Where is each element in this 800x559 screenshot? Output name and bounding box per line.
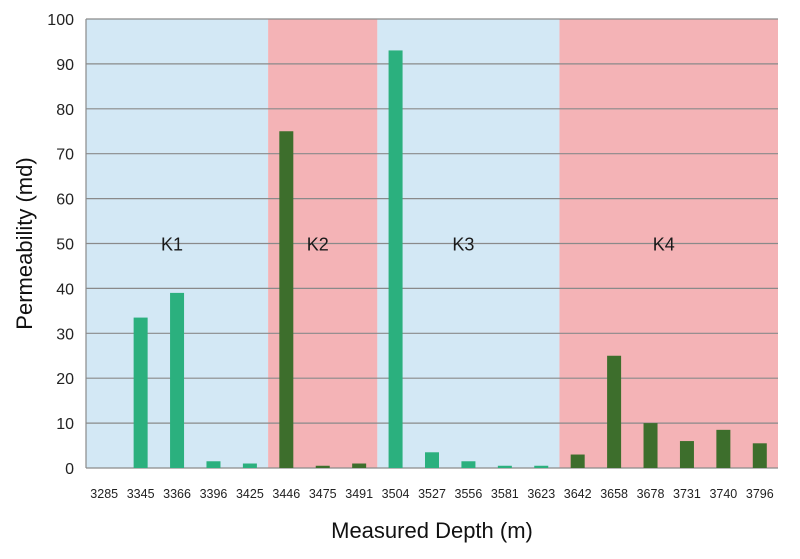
x-tick-label: 3642 — [564, 487, 592, 501]
y-tick-label: 60 — [56, 192, 74, 209]
x-tick-label: 3731 — [673, 487, 701, 501]
bar-3366 — [170, 292, 185, 468]
bar-3504 — [388, 50, 403, 469]
bar-3642 — [570, 454, 585, 468]
x-axis-title: Measured Depth (m) — [331, 518, 533, 543]
bar-3396 — [206, 461, 221, 468]
zone-k3-label: K3 — [452, 235, 474, 255]
zone-k2-label: K2 — [307, 235, 329, 255]
bar-3475 — [315, 465, 330, 468]
zone-k4-label: K4 — [653, 235, 675, 255]
bar-3345 — [133, 317, 148, 468]
x-tick-label: 3396 — [200, 487, 228, 501]
bar-3527 — [425, 452, 439, 468]
y-axis-title: Permeability (md) — [12, 157, 37, 329]
y-tick-label: 20 — [56, 371, 74, 388]
y-axis-ticks: 0 10 20 30 40 50 60 70 80 90 100 — [47, 12, 74, 478]
y-tick-label: 0 — [65, 461, 74, 478]
bar-3623 — [534, 465, 549, 468]
bar-3731 — [679, 441, 694, 468]
y-tick-label: 80 — [56, 102, 74, 119]
bars-layer — [133, 50, 767, 469]
zone-k1-label: K1 — [161, 235, 183, 255]
x-axis-ticks: 3285 3345 3366 3396 3425 3446 3475 3491 3504 3527… — [90, 487, 773, 501]
y-tick-label: 40 — [56, 281, 74, 298]
x-tick-label: 3623 — [527, 487, 555, 501]
x-tick-label: 3796 — [746, 487, 774, 501]
bar-3740 — [716, 429, 731, 468]
x-tick-label: 3740 — [709, 487, 737, 501]
bar-3446 — [279, 131, 294, 468]
bar-3425 — [242, 463, 257, 468]
x-tick-label: 3446 — [272, 487, 300, 501]
y-tick-label: 30 — [56, 326, 74, 343]
bar-3658 — [607, 355, 622, 468]
bar-3581 — [497, 465, 512, 468]
zone-labels-layer: K1 K2 K3 K4 — [161, 235, 675, 255]
x-tick-label: 3345 — [127, 487, 155, 501]
bar-3796 — [752, 443, 767, 468]
x-tick-label: 3678 — [637, 487, 665, 501]
bar-3556 — [461, 461, 476, 468]
x-tick-label: 3475 — [309, 487, 337, 501]
x-tick-label: 3491 — [345, 487, 373, 501]
y-tick-label: 90 — [56, 57, 74, 74]
x-tick-label: 3527 — [418, 487, 446, 501]
x-tick-label: 3556 — [455, 487, 483, 501]
y-tick-label: 50 — [56, 237, 74, 254]
x-tick-label: 3658 — [600, 487, 628, 501]
bar-3491 — [352, 463, 367, 468]
x-tick-label: 3581 — [491, 487, 519, 501]
y-tick-label: 100 — [47, 12, 74, 29]
y-tick-label: 70 — [56, 147, 74, 164]
x-tick-label: 3285 — [90, 487, 118, 501]
bar-3678 — [643, 423, 658, 468]
x-tick-label: 3504 — [382, 487, 410, 501]
x-tick-label: 3425 — [236, 487, 264, 501]
x-tick-label: 3366 — [163, 487, 191, 501]
y-tick-label: 10 — [56, 416, 74, 433]
